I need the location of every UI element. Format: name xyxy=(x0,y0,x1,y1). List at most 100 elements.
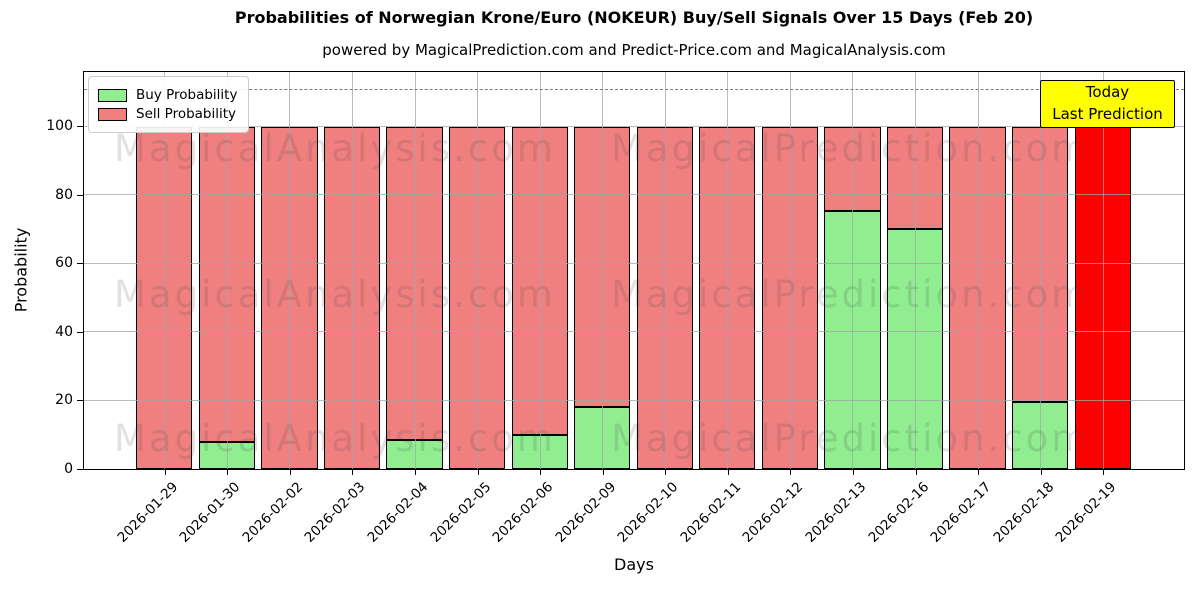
vertical-gridline xyxy=(852,72,854,469)
bar-segment-sell xyxy=(386,126,443,440)
bar-segment-sell xyxy=(1012,126,1069,403)
y-tick-label: 60 xyxy=(55,255,73,272)
y-tick-mark xyxy=(77,468,83,470)
x-tick-mark xyxy=(915,470,917,475)
x-tick-label: 2026-02-18 xyxy=(990,479,1057,546)
x-tick-label: 2026-02-09 xyxy=(552,479,620,546)
today-annotation: Today Last Prediction xyxy=(1040,80,1175,128)
y-tick-label: 0 xyxy=(64,460,73,477)
x-tick-label: 2026-02-13 xyxy=(802,479,870,546)
bar-segment-sell xyxy=(511,126,568,435)
x-tick-label: 2026-02-12 xyxy=(739,479,807,546)
y-tick-mark xyxy=(77,263,83,265)
vertical-gridline xyxy=(664,72,666,469)
x-tick-mark xyxy=(1103,470,1105,475)
bar-segment-buy xyxy=(574,407,631,469)
today-annotation-line1: Today xyxy=(1085,83,1130,102)
legend-label-buy: Buy Probability xyxy=(136,87,238,103)
y-tick-mark xyxy=(77,126,83,128)
bar-segment-buy xyxy=(824,210,881,469)
x-tick-mark xyxy=(415,470,417,475)
x-tick-mark xyxy=(727,470,729,475)
buy-probability-swatch xyxy=(98,88,127,102)
y-tick-label: 80 xyxy=(55,186,73,203)
x-tick-label: 2026-02-02 xyxy=(239,479,307,546)
bar-segment-sell xyxy=(886,126,944,230)
x-tick-label: 2026-01-30 xyxy=(176,479,244,546)
bar-segment-buy xyxy=(511,434,568,469)
x-tick-mark xyxy=(540,470,542,475)
legend-item-sell: Sell Probability xyxy=(98,106,237,122)
vertical-gridline xyxy=(1102,72,1104,469)
vertical-gridline xyxy=(164,72,166,469)
vertical-gridline xyxy=(789,72,791,469)
today-annotation-line2: Last Prediction xyxy=(1052,105,1163,123)
bar-segment-sell xyxy=(574,126,631,408)
x-tick-label: 2026-02-19 xyxy=(1052,479,1120,546)
bar-segment-sell xyxy=(323,126,381,469)
x-tick-mark xyxy=(227,470,229,475)
x-axis-label: Days xyxy=(614,555,654,574)
legend-item-buy: Buy Probability xyxy=(98,87,237,103)
y-axis-label: Probability xyxy=(11,227,31,313)
legend: Buy Probability Sell Probability xyxy=(88,76,250,133)
x-tick-mark xyxy=(602,470,604,475)
vertical-gridline xyxy=(351,72,353,469)
y-tick-mark xyxy=(77,400,83,402)
bar-segment-sell xyxy=(198,126,255,442)
bar-segment-buy xyxy=(386,439,443,469)
bar-segment-sell xyxy=(448,126,506,469)
watermark-text: MagicalPrediction.com xyxy=(611,127,1091,170)
horizontal-gridline xyxy=(84,194,1184,196)
watermark-text: MagicalPrediction.com xyxy=(611,273,1091,316)
bar-segment-sell xyxy=(1074,126,1131,469)
horizontal-gridline xyxy=(84,125,1184,127)
x-tick-mark xyxy=(978,470,980,475)
bar-segment-buy xyxy=(198,441,255,469)
horizontal-gridline xyxy=(84,399,1184,401)
x-tick-mark xyxy=(352,470,354,475)
watermark-text: MagicalAnalysis.com xyxy=(114,127,556,170)
sell-probability-swatch xyxy=(98,107,127,121)
vertical-gridline xyxy=(539,72,541,469)
x-tick-mark xyxy=(289,470,291,475)
y-tick-mark xyxy=(77,194,83,196)
legend-label-sell: Sell Probability xyxy=(136,106,237,122)
bar-segment-sell xyxy=(824,126,881,211)
x-tick-label: 2026-02-03 xyxy=(301,479,369,546)
x-tick-label: 2026-02-16 xyxy=(865,479,932,546)
x-tick-label: 2026-02-10 xyxy=(614,479,682,546)
watermark-text: MagicalPrediction.com xyxy=(611,417,1091,460)
x-tick-label: 2026-02-11 xyxy=(677,479,745,546)
chart-title: Probabilities of Norwegian Krone/Euro (N… xyxy=(234,8,1034,27)
bar-segment-buy xyxy=(886,229,944,469)
vertical-gridline xyxy=(915,72,917,469)
horizontal-gridline xyxy=(84,331,1184,333)
watermark-text: MagicalAnalysis.com xyxy=(114,273,556,316)
horizontal-gridline xyxy=(84,262,1184,264)
vertical-gridline xyxy=(727,72,729,469)
x-tick-label: 2026-02-04 xyxy=(364,479,432,546)
bar-segment-buy xyxy=(1012,402,1069,469)
vertical-gridline xyxy=(414,72,416,469)
x-tick-label: 2026-02-06 xyxy=(489,479,557,546)
bar-segment-sell xyxy=(636,126,693,469)
bar-segment-sell xyxy=(136,126,193,469)
bar-segment-sell xyxy=(261,126,318,469)
y-tick-label: 100 xyxy=(46,118,73,135)
vertical-gridline xyxy=(977,72,979,469)
vertical-gridline xyxy=(1040,72,1042,469)
x-tick-mark xyxy=(477,470,479,475)
x-tick-label: 2026-01-29 xyxy=(114,479,182,546)
x-tick-mark xyxy=(1040,470,1042,475)
vertical-gridline xyxy=(226,72,228,469)
dashed-reference-line xyxy=(84,89,1184,91)
bar-segment-sell xyxy=(761,126,819,469)
bar-segment-sell xyxy=(949,126,1006,469)
plot-area: Buy Probability Sell Probability Today L… xyxy=(83,71,1185,470)
x-tick-mark xyxy=(164,470,166,475)
chart-subtitle: powered by MagicalPrediction.com and Pre… xyxy=(322,41,946,59)
vertical-gridline xyxy=(477,72,479,469)
y-tick-label: 20 xyxy=(55,392,73,409)
